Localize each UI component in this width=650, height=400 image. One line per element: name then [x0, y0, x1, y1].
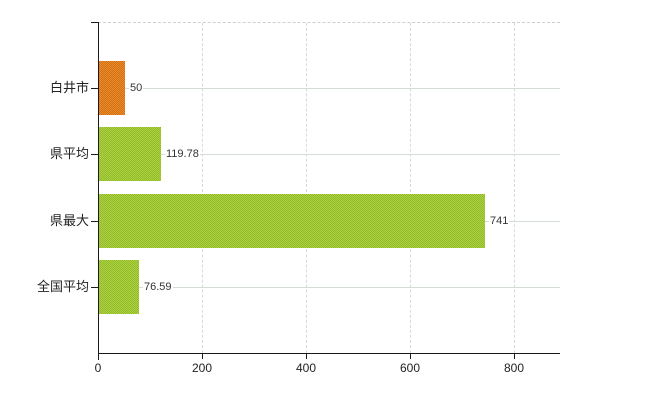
x-tick-label: 800 — [503, 361, 525, 375]
category-label: 白井市 — [49, 80, 89, 95]
bar — [99, 260, 139, 314]
x-tick — [202, 353, 203, 359]
bar — [99, 127, 161, 181]
x-tick-label: 0 — [94, 361, 102, 375]
y-tick — [91, 154, 98, 155]
value-label: 119.78 — [165, 146, 200, 162]
x-tick — [514, 353, 515, 359]
plot-top-border — [98, 22, 560, 23]
y-tick — [91, 287, 98, 288]
x-tick — [410, 353, 411, 359]
value-label: 76.59 — [143, 279, 173, 295]
x-axis-line — [98, 353, 560, 354]
gridline-x — [514, 23, 516, 353]
gridline-y — [99, 88, 560, 89]
y-axis-line — [98, 22, 99, 360]
bar — [99, 61, 125, 115]
gridline-y — [99, 287, 560, 288]
gridline-x — [410, 23, 412, 353]
value-label: 50 — [129, 80, 144, 96]
category-label: 県平均 — [49, 146, 89, 161]
y-tick — [91, 22, 98, 23]
y-tick — [91, 88, 98, 89]
y-tick — [91, 221, 98, 222]
gridline-x — [202, 23, 204, 353]
gridline-y — [99, 154, 560, 155]
bar — [99, 194, 485, 248]
gridline-x — [306, 23, 308, 353]
value-label: 741 — [489, 213, 510, 229]
category-label: 全国平均 — [36, 279, 89, 294]
x-tick-label: 400 — [295, 361, 317, 375]
x-tick-label: 600 — [399, 361, 421, 375]
x-tick-label: 200 — [191, 361, 213, 375]
category-label: 県最大 — [49, 213, 89, 228]
x-tick — [306, 353, 307, 359]
